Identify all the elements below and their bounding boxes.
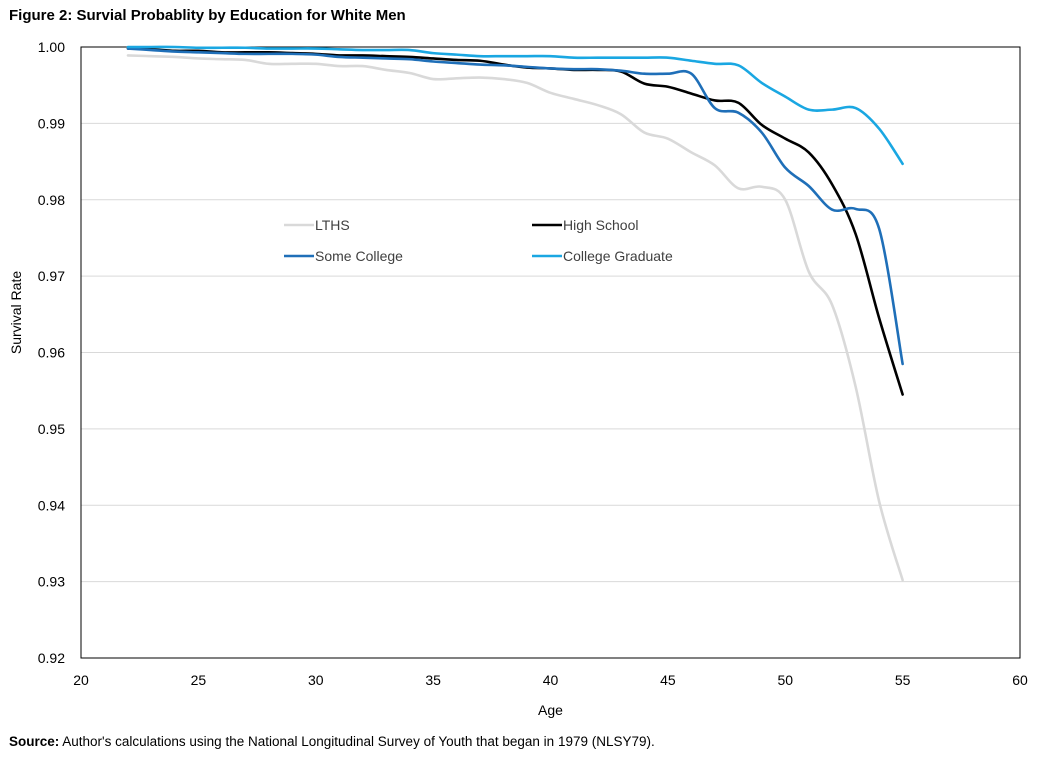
x-tick-label: 35: [425, 672, 441, 688]
legend-label-high-school: High School: [563, 217, 639, 233]
y-tick-label: 1.00: [38, 39, 65, 55]
legend-label-college-graduate: College Graduate: [563, 248, 673, 264]
series-line-lths: [126, 54, 904, 582]
x-axis-title: Age: [538, 702, 563, 718]
source-text: Author's calculations using the National…: [59, 734, 655, 749]
legend-label-some-college: Some College: [315, 248, 403, 264]
series-line-college-graduate: [126, 45, 904, 166]
y-tick-label: 0.95: [38, 421, 65, 437]
x-tick-label: 60: [1012, 672, 1028, 688]
plot-area-border: [80, 46, 1021, 659]
x-tick-label: 55: [895, 672, 911, 688]
y-tick-label: 0.96: [38, 345, 65, 361]
y-tick-label: 0.97: [38, 268, 65, 284]
axis-tick-labels: 0.92 0.93 0.94 0.95 0.96 0.97 0.98 0.99 1.00 20 25…: [38, 39, 1028, 688]
y-axis-title: Survival Rate: [8, 271, 24, 354]
grid-lines: [81, 122, 1020, 583]
chart-svg: 0.92 0.93 0.94 0.95 0.96 0.97 0.98 0.99 1.00 20 25…: [8, 39, 1028, 718]
x-tick-label: 45: [660, 672, 676, 688]
y-tick-label: 0.99: [38, 115, 65, 131]
x-tick-label: 20: [73, 672, 89, 688]
x-tick-label: 30: [308, 672, 324, 688]
series-lines: [126, 45, 904, 582]
chart-title: Figure 2: Survial Probablity by Educatio…: [9, 7, 406, 24]
y-tick-label: 0.94: [38, 497, 65, 513]
y-tick-label: 0.98: [38, 192, 65, 208]
series-line-some-college: [126, 47, 904, 366]
x-tick-label: 50: [777, 672, 793, 688]
x-tick-label: 25: [191, 672, 207, 688]
legend-label-lths: LTHS: [315, 217, 350, 233]
source-note: Source: Author's calculations using the …: [9, 734, 655, 749]
y-tick-label: 0.92: [38, 650, 65, 666]
series-line-high-school: [126, 47, 904, 396]
source-label: Source:: [9, 734, 60, 749]
y-tick-label: 0.93: [38, 574, 65, 590]
legend: LTHS High School Some College College Gradu…: [284, 217, 673, 264]
x-tick-label: 40: [543, 672, 559, 688]
